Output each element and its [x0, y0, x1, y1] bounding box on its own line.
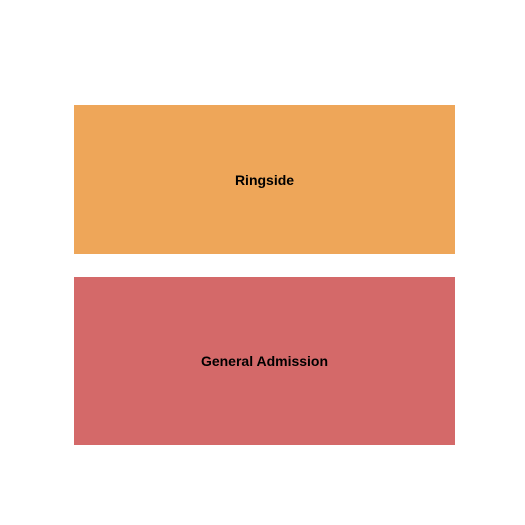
- section-label-general-admission: General Admission: [201, 353, 328, 369]
- seating-chart-container: Ringside General Admission: [74, 105, 455, 445]
- section-ringside[interactable]: Ringside: [74, 105, 455, 254]
- section-general-admission[interactable]: General Admission: [74, 277, 455, 445]
- section-label-ringside: Ringside: [235, 172, 294, 188]
